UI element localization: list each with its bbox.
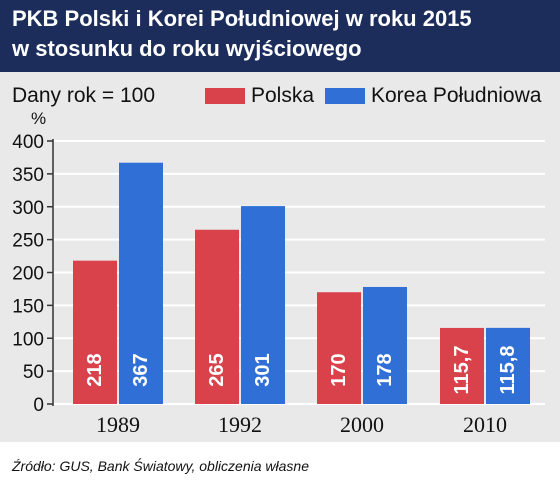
y-tick-label: 200 (12, 264, 44, 285)
legend-swatch-korea (325, 88, 365, 104)
x-tick-label: 1989 (96, 412, 140, 437)
legend-label-korea: Korea Południowa (371, 84, 542, 107)
legend-swatch-polska (205, 88, 245, 104)
bar-value-label: 301 (252, 353, 274, 386)
bar-value-label: 115,8 (497, 346, 519, 395)
bar-value-label: 115,7 (451, 346, 473, 395)
legend-label-polska: Polska (251, 84, 315, 107)
bar-polska (317, 292, 361, 404)
y-tick-label: 0 (33, 395, 44, 416)
y-tick-label: 300 (12, 198, 44, 219)
bar-value-label: 367 (130, 353, 152, 386)
bar-value-label: 218 (84, 353, 106, 386)
bar-polska (73, 260, 117, 404)
x-tick-label: 1992 (218, 412, 262, 437)
chart-subtitle: Dany rok = 100 (12, 84, 156, 107)
chart-title-line-1: PKB Polski i Korei Południowej w roku 20… (12, 6, 472, 31)
bar-korea (486, 327, 530, 404)
y-tick-label: 50 (23, 362, 44, 383)
legend-item-polska: Polska (205, 84, 314, 108)
source-note: Źródło: GUS, Bank Światowy, obliczenia w… (12, 458, 309, 474)
y-tick-label: 100 (12, 329, 44, 350)
y-axis-label: % (31, 109, 46, 128)
y-tick-label: 150 (12, 296, 44, 317)
bar-polska (195, 229, 239, 404)
y-tick-label: 250 (12, 231, 44, 252)
bar-korea (363, 286, 407, 404)
bar-korea (241, 206, 285, 404)
x-tick-label: 2000 (340, 412, 384, 437)
bar-value-label: 170 (328, 353, 350, 386)
bar-value-label: 265 (206, 353, 228, 386)
footer-area (0, 442, 560, 484)
chart-title-line-2: w stosunku do roku wyjściowego (12, 36, 362, 61)
x-tick-label: 2010 (463, 412, 507, 437)
y-tick-label: 350 (12, 165, 44, 186)
legend-item-korea: Korea Południowa (325, 84, 541, 108)
bar-korea (119, 162, 163, 404)
bar-value-label: 178 (374, 353, 396, 386)
title-banner: PKB Polski i Korei Południowej w roku 20… (0, 0, 560, 72)
bar-polska (440, 327, 484, 404)
y-tick-label: 400 (12, 132, 44, 153)
